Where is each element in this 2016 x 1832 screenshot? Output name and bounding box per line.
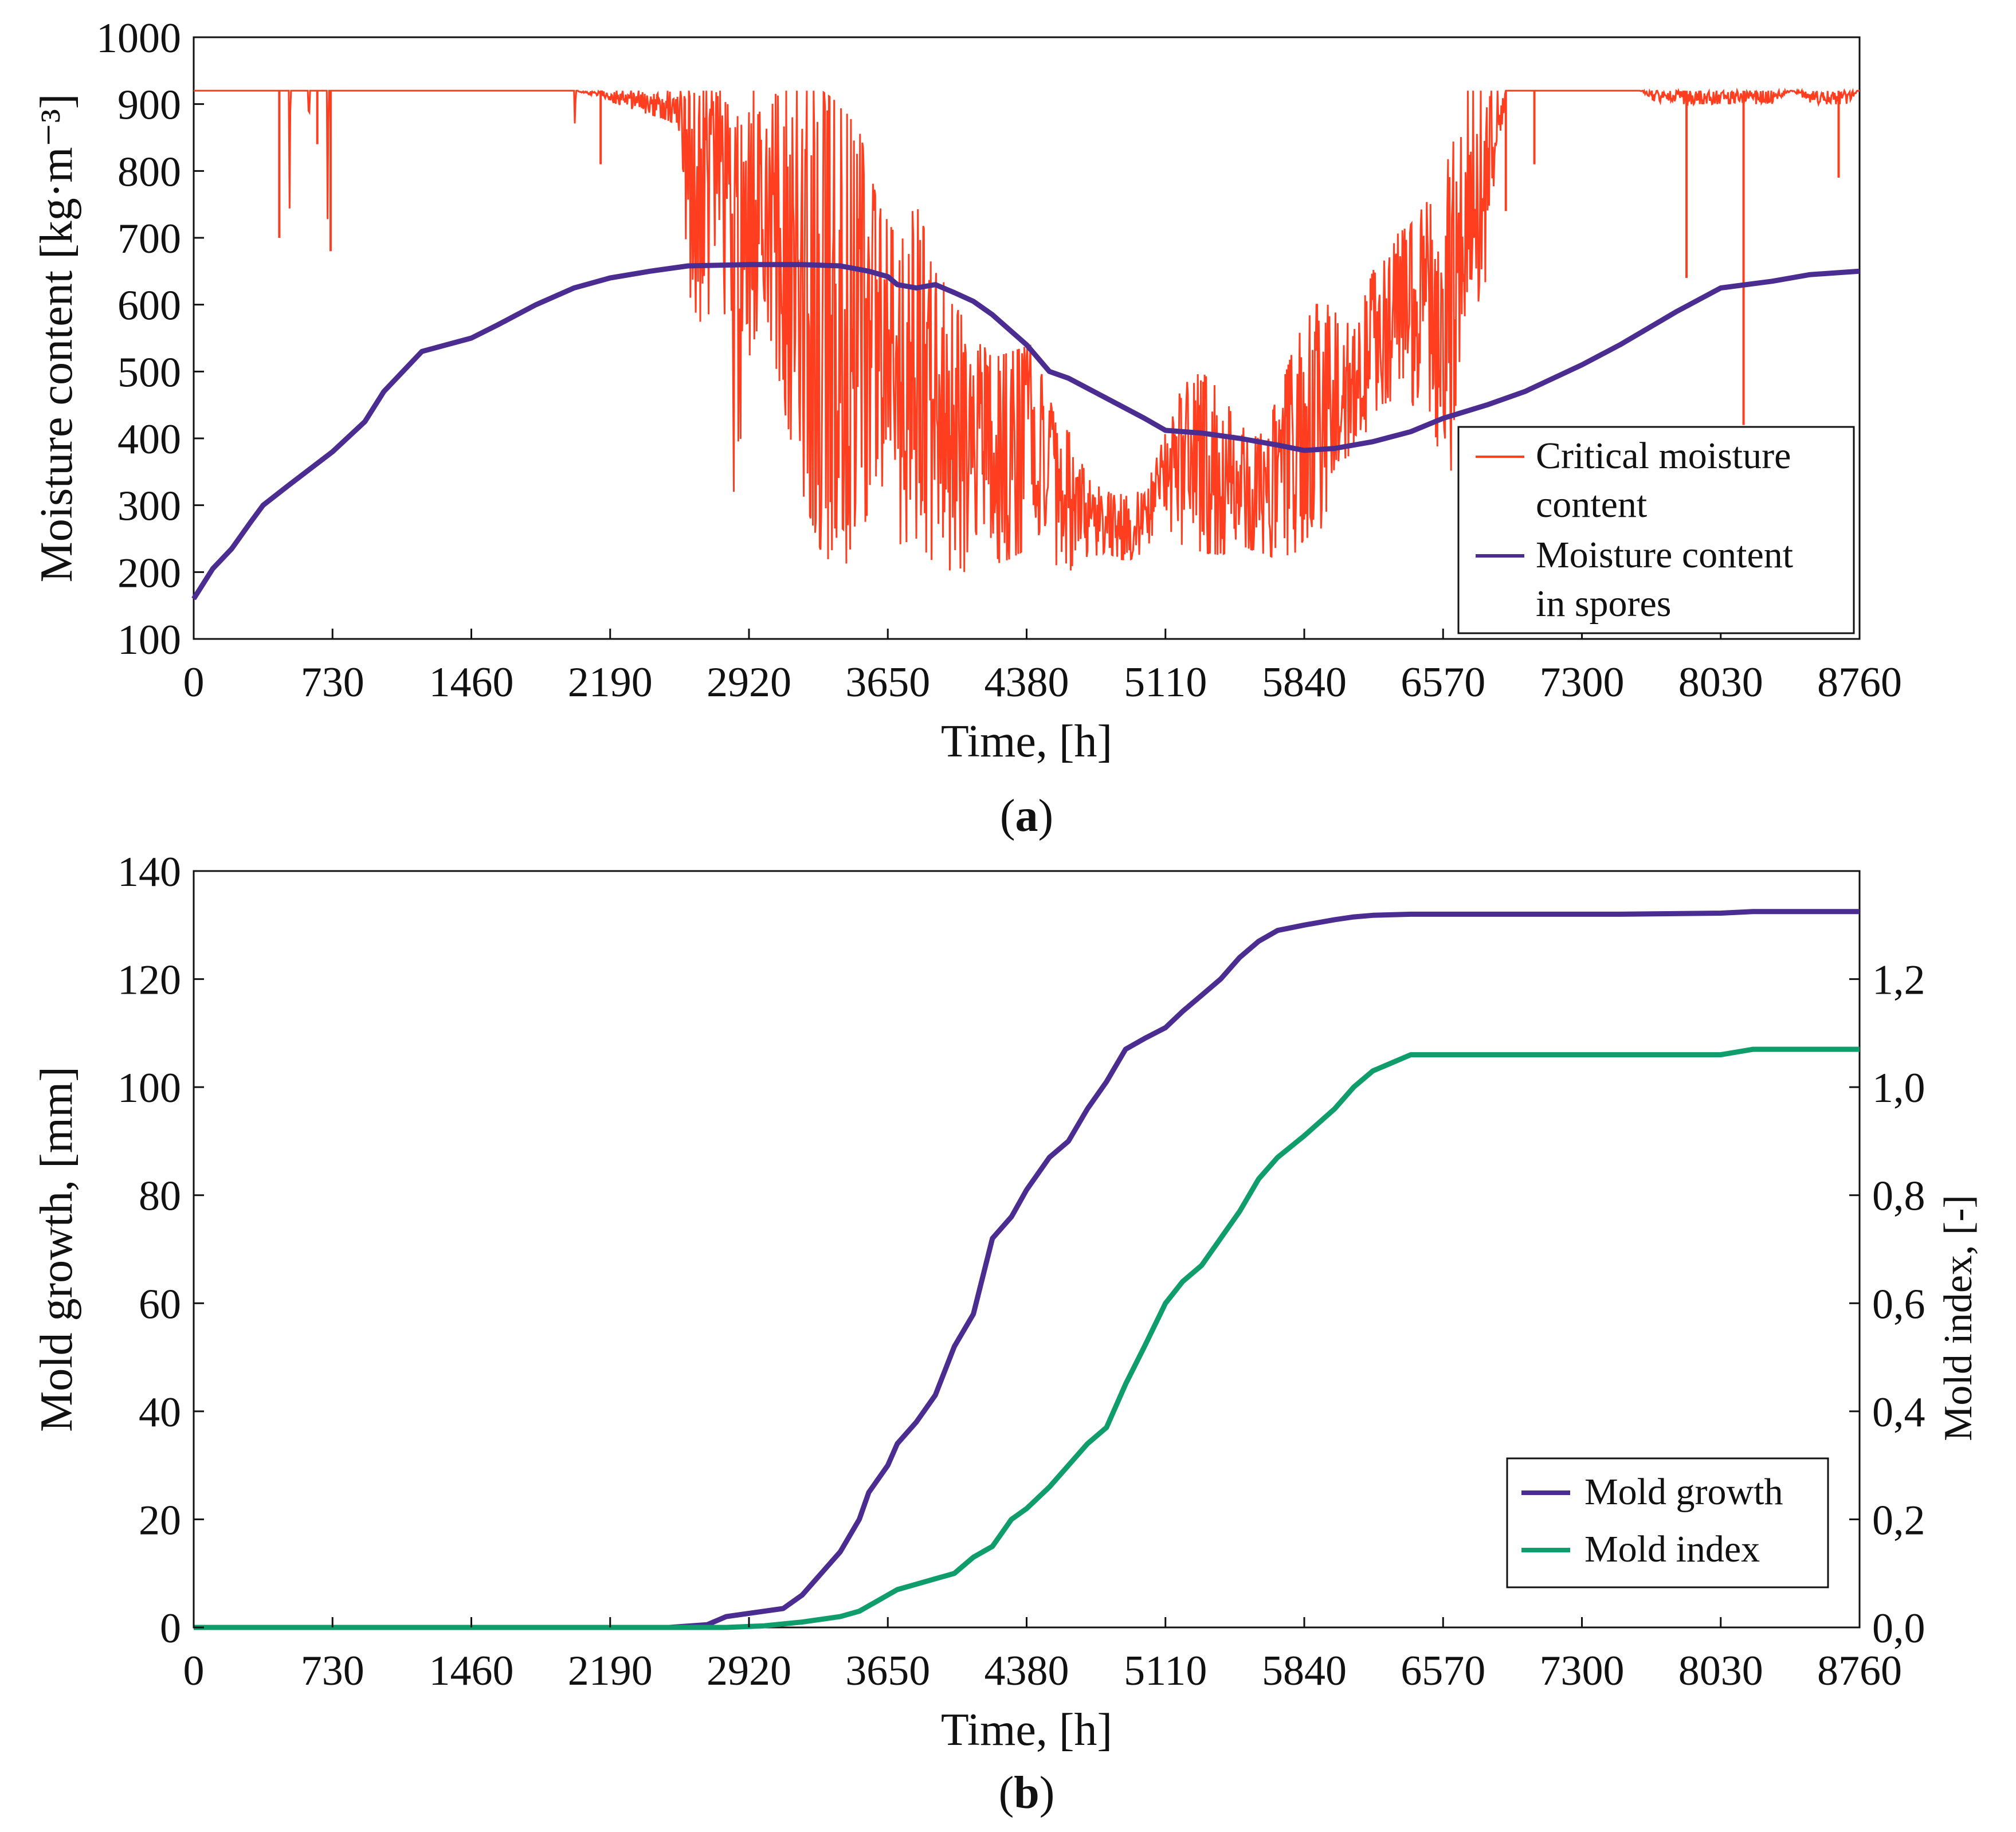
series-group-b — [194, 909, 1860, 1630]
series-line-mold-index — [194, 1046, 1860, 1630]
y2-tick-label: 0,8 — [1872, 1173, 1925, 1220]
x-tick-label: 1460 — [429, 659, 514, 706]
x-tick-label: 3650 — [845, 659, 930, 706]
y2-tick-label: 0,0 — [1872, 1605, 1925, 1652]
x-tick-label: 2920 — [707, 659, 791, 706]
x-axis-label-b: Time, [h] — [941, 1705, 1112, 1755]
legend-label: Moisture content in spores — [1536, 534, 1793, 625]
y-tick-label: 700 — [117, 215, 181, 262]
x-tick-label: 1460 — [429, 1647, 514, 1694]
x-axis-label-a: Time, [h] — [941, 716, 1112, 767]
y-tick-label: 0 — [160, 1605, 181, 1652]
chart-panel-a: 0 730 1460 2190 2920 3650 4380 5110 5840 6570 7300… — [32, 15, 1902, 841]
x-tick-label: 0 — [183, 659, 205, 706]
x-tick-label: 2920 — [707, 1647, 791, 1694]
y-tick-label: 120 — [117, 957, 181, 1004]
chart-panel-b: 0 730 1460 2190 2920 3650 4380 5110 5840 6570 7300… — [32, 849, 1980, 1818]
legend-box — [1457, 426, 1855, 634]
x-tick-label: 5110 — [1124, 1647, 1207, 1694]
series-line-mold-growth — [194, 909, 1860, 1630]
y-tick-label: 300 — [117, 483, 181, 530]
y-tick-label: 20 — [139, 1497, 181, 1544]
legend-b: Mold growth Mold index — [1506, 1457, 1829, 1588]
x-tick-label: 6570 — [1401, 1647, 1485, 1694]
x-axis-ticks-b: 0 730 1460 2190 2920 3650 4380 5110 5840 6570 7300… — [183, 1617, 1902, 1694]
legend-box — [1506, 1457, 1829, 1588]
y-axis-ticks-a: 100 200 300 400 500 600 700 800 900 1000 — [96, 15, 204, 664]
legend-label: Mold index — [1584, 1528, 1760, 1570]
y-tick-label: 100 — [117, 1065, 181, 1112]
x-tick-label: 8760 — [1817, 659, 1902, 706]
x-tick-label: 2190 — [568, 1647, 653, 1694]
y-tick-label: 800 — [117, 148, 181, 195]
x-tick-label: 4380 — [985, 659, 1069, 706]
y2-tick-label: 1,2 — [1872, 957, 1925, 1004]
panel-label-text: (b) — [999, 1768, 1055, 1818]
y-tick-label: 60 — [139, 1281, 181, 1328]
x-tick-label: 3650 — [845, 1647, 930, 1694]
x-tick-label: 4380 — [985, 1647, 1069, 1694]
x-tick-label: 0 — [183, 1647, 205, 1694]
legend-label: Mold growth — [1584, 1471, 1783, 1513]
y-tick-label: 900 — [117, 82, 181, 129]
y-tick-label: 500 — [117, 349, 181, 396]
y-axis-label-a: Moisture content [kg·m⁻³] — [32, 94, 82, 583]
y-tick-label: 80 — [139, 1173, 181, 1220]
y-tick-label: 600 — [117, 283, 181, 329]
x-tick-label: 7300 — [1540, 1647, 1625, 1694]
y2-tick-label: 1,0 — [1872, 1065, 1925, 1112]
x-tick-label: 6570 — [1401, 659, 1485, 706]
x-tick-label: 5840 — [1262, 1647, 1347, 1694]
y2-tick-label: 0,4 — [1872, 1389, 1925, 1436]
y2-tick-label: 0,6 — [1872, 1281, 1925, 1328]
y-tick-label: 40 — [139, 1389, 181, 1436]
x-tick-label: 730 — [301, 659, 364, 706]
y-tick-label: 1000 — [96, 15, 181, 62]
y-axis-ticks-b: 0 20 40 60 80 100 120 140 — [117, 849, 204, 1652]
x-tick-label: 8030 — [1678, 659, 1763, 706]
x-tick-label: 730 — [301, 1647, 364, 1694]
panel-label-a: (a) — [1000, 791, 1053, 841]
y-tick-label: 200 — [117, 550, 181, 597]
y-tick-label: 100 — [117, 617, 181, 664]
legend-label: Critical moisture content — [1536, 435, 1791, 525]
x-tick-label: 7300 — [1540, 659, 1625, 706]
panel-label-text: (a) — [1000, 791, 1053, 841]
y2-tick-label: 0,2 — [1872, 1497, 1925, 1544]
y-axis-label-b: Mold growth, [mm] — [32, 1066, 82, 1432]
y-tick-label: 140 — [117, 849, 181, 896]
series-line-moisture-spores — [191, 262, 1860, 601]
y2-axis-label-b: Mold index, [-] — [1936, 1195, 1980, 1441]
series-line-critical-moisture — [194, 87, 1860, 572]
y-tick-label: 400 — [117, 416, 181, 463]
x-axis-ticks-a: 0 730 1460 2190 2920 3650 4380 5110 5840 6570 7300… — [183, 629, 1902, 706]
series-group-a — [191, 87, 1860, 601]
x-tick-label: 2190 — [568, 659, 653, 706]
x-tick-label: 5840 — [1262, 659, 1347, 706]
x-tick-label: 5110 — [1124, 659, 1207, 706]
x-tick-label: 8030 — [1678, 1647, 1763, 1694]
y2-axis-ticks-b: 0,0 0,2 0,4 0,6 0,8 1,0 1,2 — [1849, 957, 1925, 1652]
x-tick-label: 8760 — [1817, 1647, 1902, 1694]
panel-label-b: (b) — [999, 1768, 1055, 1818]
